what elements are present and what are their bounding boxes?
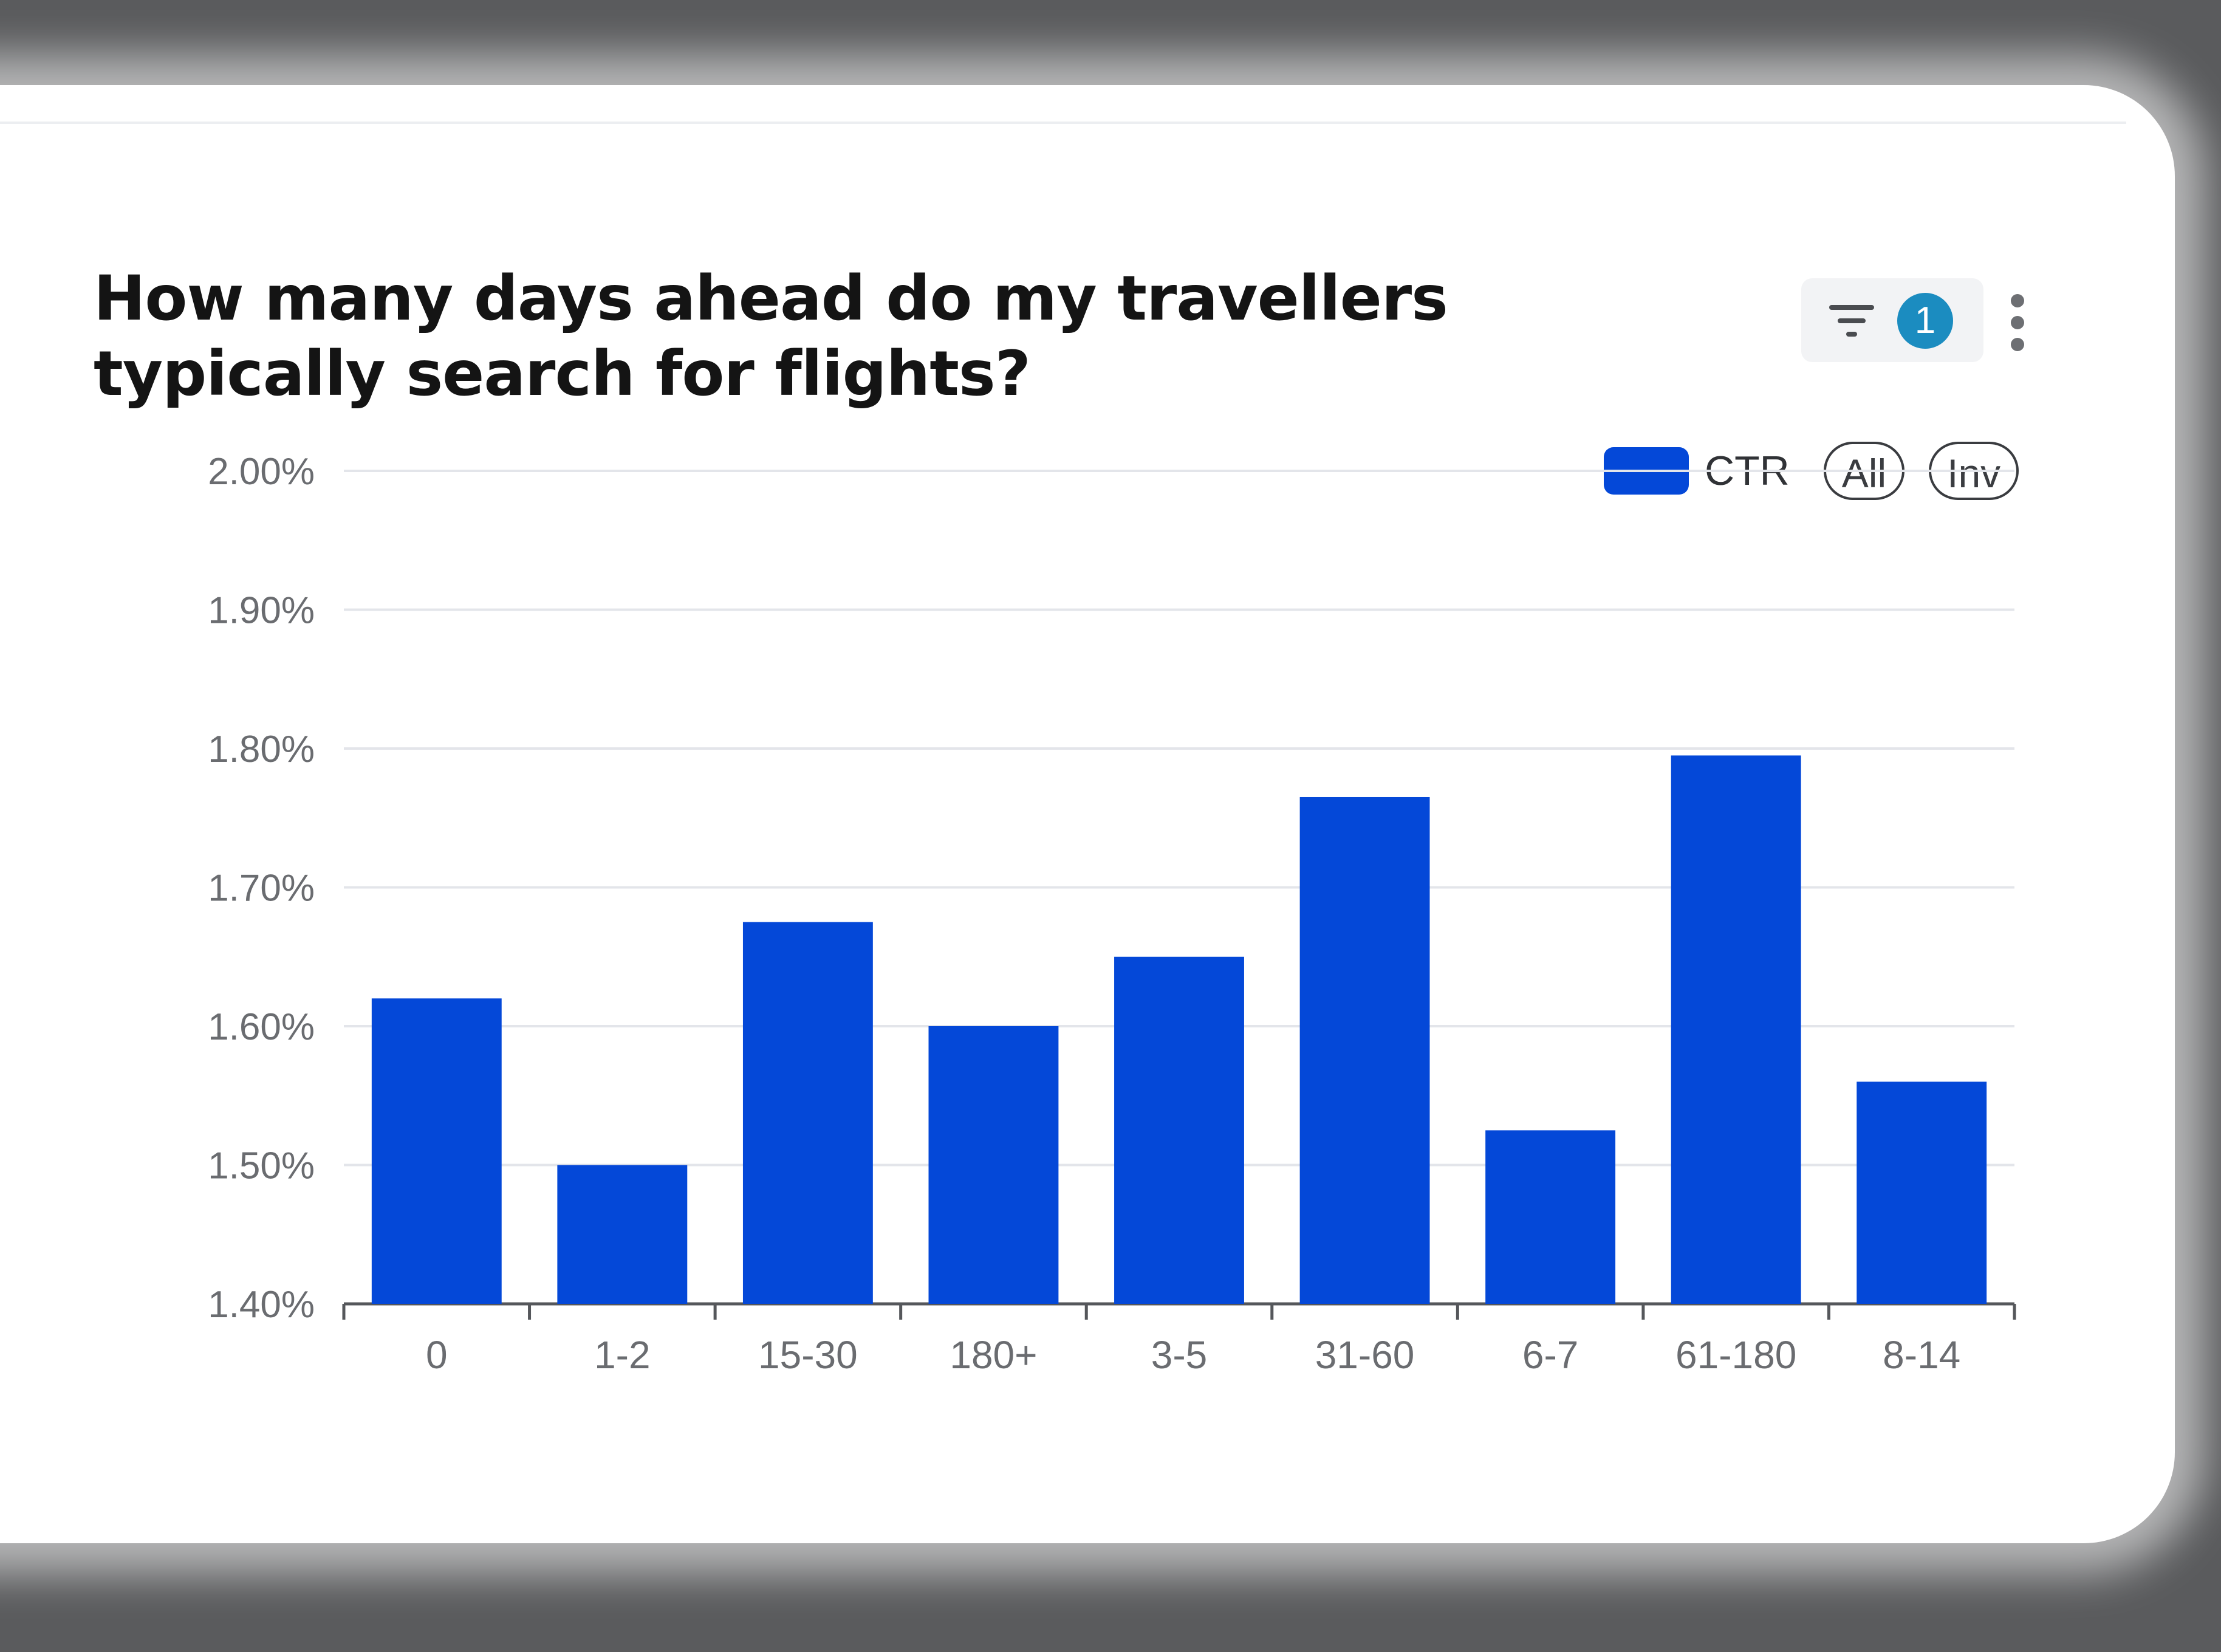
bar-31-60[interactable]: [1299, 797, 1430, 1304]
x-tick-label: 0: [426, 1333, 448, 1377]
x-tick-label: 61-180: [1675, 1333, 1796, 1377]
card-divider: [0, 122, 2126, 124]
y-tick-label: 1.60%: [208, 1006, 315, 1048]
y-tick-label: 1.50%: [208, 1145, 315, 1187]
chart-card: How many days ahead do my travellers typ…: [0, 85, 2175, 1543]
bar-1-2[interactable]: [557, 1165, 688, 1304]
bar-61-180[interactable]: [1671, 755, 1801, 1304]
x-tick-label: 15-30: [758, 1333, 858, 1377]
x-tick-label: 8-14: [1883, 1333, 1960, 1377]
x-tick-label: 180+: [950, 1333, 1037, 1377]
y-tick-label: 1.70%: [208, 868, 315, 910]
filter-icon: [1829, 305, 1874, 337]
kebab-menu-icon[interactable]: [2006, 292, 2030, 352]
bar-180+[interactable]: [928, 1026, 1059, 1304]
x-tick-label: 31-60: [1315, 1333, 1415, 1377]
y-tick-label: 1.90%: [208, 590, 315, 632]
bar-3-5[interactable]: [1114, 956, 1244, 1304]
y-tick-label: 1.80%: [208, 728, 315, 770]
bar-0[interactable]: [371, 998, 502, 1304]
bar-8-14[interactable]: [1857, 1081, 1987, 1304]
x-tick-label: 1-2: [594, 1333, 651, 1377]
y-tick-label: 2.00%: [208, 451, 315, 493]
filter-count-badge: 1: [1897, 293, 1953, 349]
bar-15-30[interactable]: [742, 922, 873, 1304]
filter-button[interactable]: 1: [1801, 278, 1983, 362]
x-tick-label: 6-7: [1522, 1333, 1579, 1377]
x-tick-label: 3-5: [1151, 1333, 1208, 1377]
bar-6-7[interactable]: [1485, 1130, 1616, 1304]
chart-title: How many days ahead do my travellers typ…: [94, 262, 1448, 410]
y-tick-label: 1.40%: [208, 1284, 315, 1326]
